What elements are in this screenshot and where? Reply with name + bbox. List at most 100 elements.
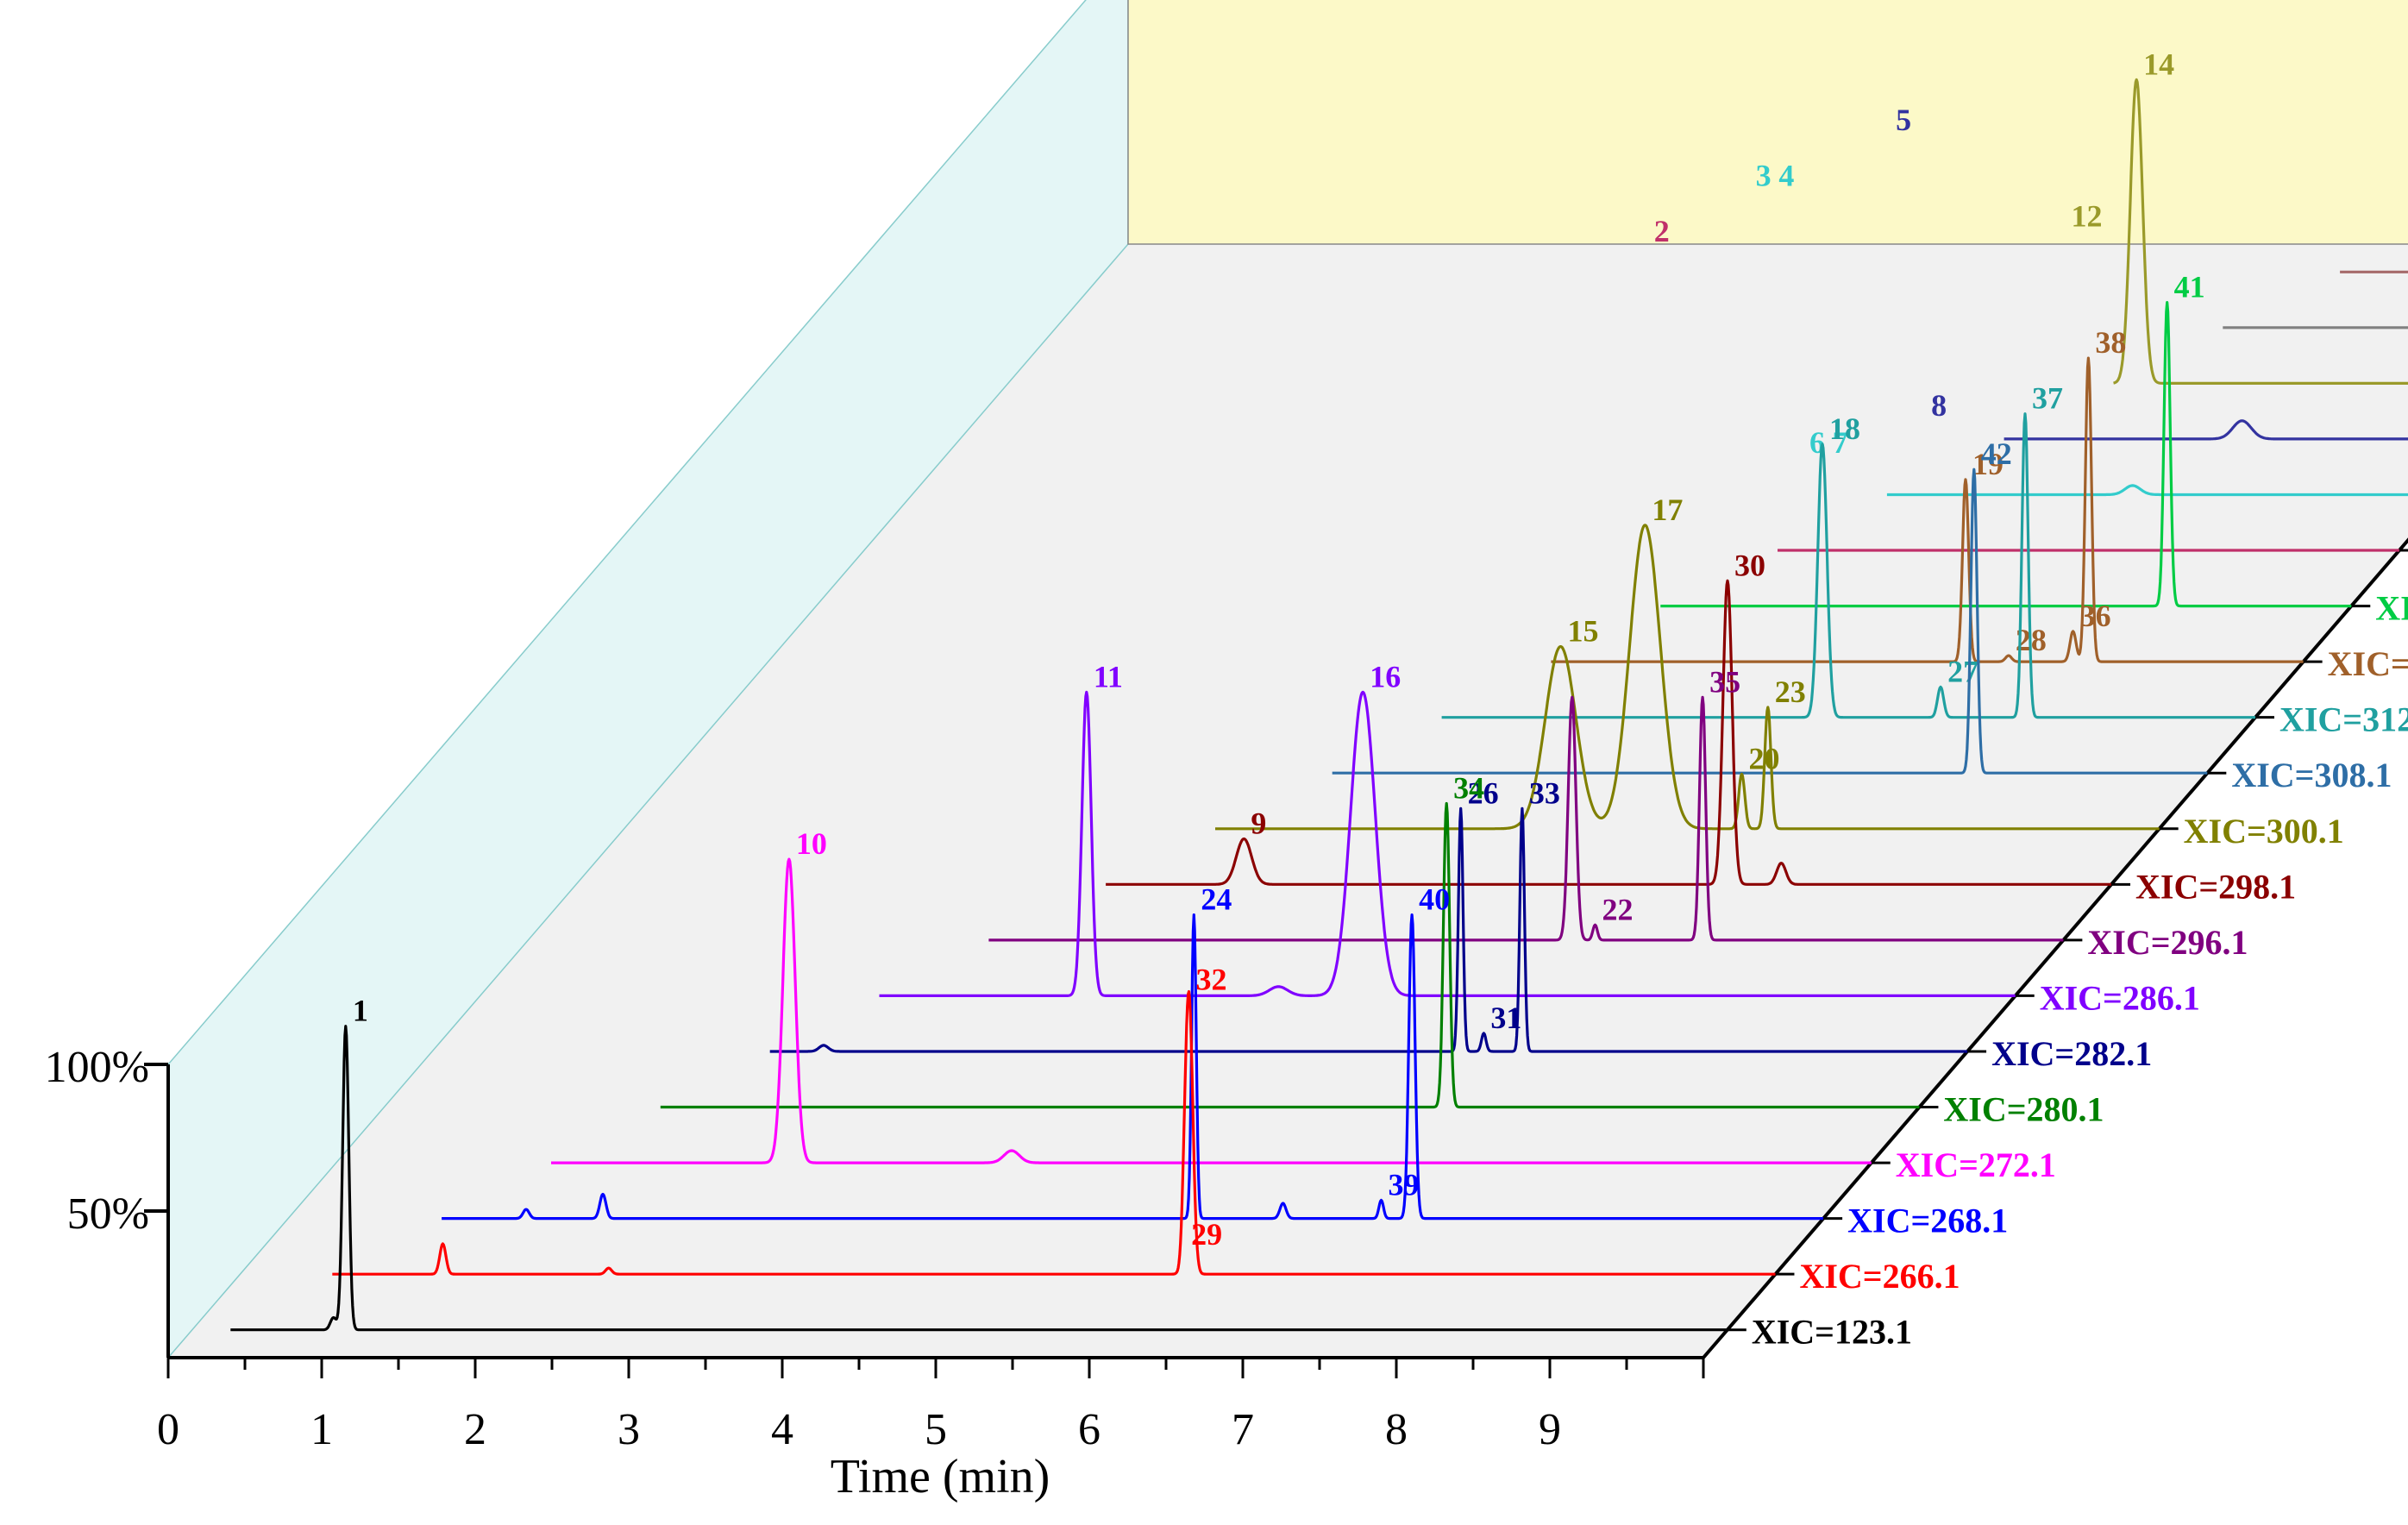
peak-label: 41 [2174, 270, 2205, 304]
series-line [229, 1025, 1728, 1332]
x-axis-title: Time (min) [831, 1450, 1050, 1503]
peak-label: 20 [1749, 741, 1780, 775]
peak-label: 7 [1833, 425, 1848, 460]
series-trace-group: 1 [229, 994, 1728, 1332]
peak-label: 39 [1388, 1168, 1419, 1202]
chart-axes: 100%50%0 1 2 3 4 5 6 7 8 9XIC=123.1XIC=266.1XIC=2… [45, 537, 2408, 1454]
series-trace-group: 21 [2222, 326, 2408, 329]
x-axis-title-group: Time (min) [831, 1450, 1050, 1503]
series-line [2222, 326, 2408, 329]
peak-label: 36 [2080, 599, 2111, 633]
y-tick-label: 50% [67, 1189, 149, 1239]
series-label: XIC=298.1 [2135, 867, 2296, 906]
peak-label: 34 [1453, 771, 1484, 806]
peak-label: 33 [1529, 775, 1560, 810]
series-trace-group: 41 [1659, 270, 2352, 608]
series-line [550, 857, 1872, 1164]
series-label: XIC=272.1 [1896, 1145, 2056, 1184]
series-trace-group: 42 [1332, 436, 2208, 775]
floor-plane [168, 244, 2408, 1358]
back-wall [1127, 0, 2408, 245]
series-line [1886, 484, 2408, 497]
series-line [660, 801, 1921, 1109]
series-line [441, 913, 1824, 1221]
series-line [769, 806, 1968, 1053]
series-trace-group: 15 17 20 23 [1214, 493, 2160, 831]
peak-label: 16 [1370, 659, 1401, 693]
peak-label: 10 [796, 826, 827, 861]
series-label: XIC=324.1 [2375, 589, 2408, 628]
series-label: XIC=266.1 [1799, 1257, 1960, 1296]
series-line [878, 690, 2016, 997]
x-tick-label: 9 [1539, 1405, 1561, 1454]
series-trace-group: 9 30 [1105, 548, 2112, 886]
peak-label: 27 [1947, 654, 1978, 688]
peak-label: 37 [2032, 381, 2063, 416]
series-line [1440, 412, 2256, 719]
peak-label: 24 [1201, 882, 1232, 917]
series-label: XIC=296.1 [2087, 923, 2248, 962]
peak-label: 30 [1734, 548, 1765, 582]
peak-label: 5 [1896, 103, 1911, 137]
peak-label: 26 [1468, 775, 1499, 810]
peak-label: 32 [1196, 962, 1227, 996]
series-label: XIC=314.1 [2328, 644, 2408, 683]
series-trace-group: 11 16 [878, 659, 2016, 997]
series-label: XIC=308.1 [2231, 756, 2392, 794]
peak-label: 23 [1775, 675, 1806, 709]
peak-label: 9 [1251, 806, 1266, 841]
x-tick-label: 5 [925, 1405, 947, 1454]
series-label: XIC=268.1 [1847, 1202, 2008, 1240]
series-label: XIC=282.1 [1991, 1034, 2152, 1073]
series-trace-group: 29 32 [331, 962, 1777, 1276]
peak-label: 29 [1191, 1217, 1222, 1252]
peak-label: 38 [2095, 325, 2126, 360]
peak-label: 35 [1709, 664, 1740, 699]
series-label: XIC=280.1 [1943, 1090, 2104, 1129]
series-trace-group: 34 [660, 771, 1921, 1109]
x-tick-label: 8 [1385, 1405, 1408, 1454]
chart-walls [167, 0, 2408, 1360]
series-trace-group: 12 14 [2072, 47, 2408, 385]
series-line [2339, 270, 2408, 273]
series-line [1214, 524, 2160, 831]
peak-label: 8 [1931, 388, 1947, 423]
series-trace-group: 18 27 37 [1440, 381, 2256, 719]
peak-label: 4 [1778, 158, 1794, 192]
peak-label: 11 [1094, 659, 1123, 693]
depth-axis-line [1702, 537, 2408, 1359]
series-line [1659, 301, 2352, 608]
series-label: XIC=123.1 [1752, 1313, 1912, 1352]
x-tick-label: 7 [1232, 1405, 1254, 1454]
series-line [1332, 468, 2208, 775]
y-tick-label: 100% [45, 1043, 149, 1092]
chart-traces: 2521121458346724119283638182737421517202… [229, 47, 2408, 1332]
series-trace-group: 25 [2339, 270, 2408, 273]
series-label: XIC=312.1 [2279, 700, 2408, 739]
peak-label: 15 [1567, 614, 1598, 649]
peak-label: 22 [1602, 892, 1633, 926]
peak-label: 12 [2072, 198, 2103, 233]
series-trace-group: 2 [1654, 214, 2400, 552]
peak-label: 19 [1972, 447, 2004, 481]
series-label: XIC=300.1 [2184, 812, 2344, 850]
x-tick-label: 6 [1078, 1405, 1101, 1454]
peak-label: 2 [1654, 214, 1670, 248]
x-tick-label: 1 [310, 1405, 333, 1454]
peak-label: 14 [2143, 47, 2174, 81]
peak-label: 40 [1419, 882, 1450, 917]
series-line [1105, 579, 2112, 886]
series-line [1550, 356, 2305, 663]
series-trace-group: 10 [550, 826, 1872, 1164]
series-line [331, 989, 1777, 1276]
x-tick-label: 3 [618, 1405, 640, 1454]
peak-label: 31 [1490, 1001, 1521, 1035]
peak-label: 18 [1829, 411, 1860, 446]
series-label: XIC=286.1 [2040, 978, 2200, 1017]
x-tick-label: 0 [157, 1405, 179, 1454]
peak-label: 3 [1756, 158, 1772, 192]
peak-label: 1 [353, 994, 368, 1028]
series-trace-group: 26 31 33 [769, 775, 1968, 1053]
series-line [2112, 78, 2408, 385]
